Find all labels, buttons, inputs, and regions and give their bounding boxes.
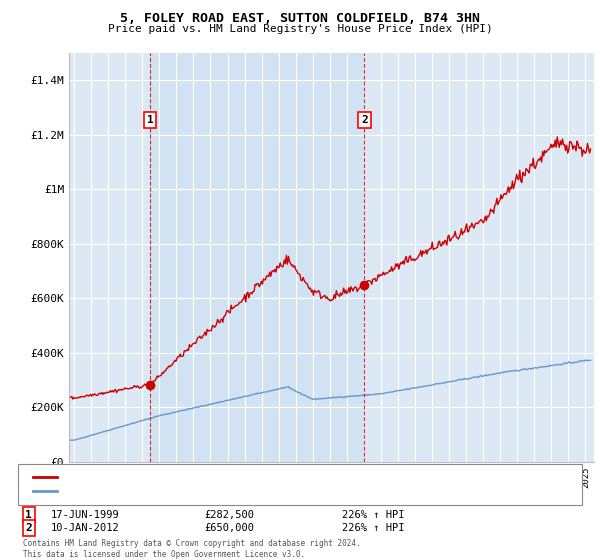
Text: £650,000: £650,000 <box>204 523 254 533</box>
Text: 1: 1 <box>147 115 154 125</box>
Text: 5, FOLEY ROAD EAST, SUTTON COLDFIELD, B74 3HN (detached house): 5, FOLEY ROAD EAST, SUTTON COLDFIELD, B7… <box>60 473 393 482</box>
Text: 2: 2 <box>361 115 368 125</box>
Text: 1: 1 <box>25 510 32 520</box>
Text: 10-JAN-2012: 10-JAN-2012 <box>51 523 120 533</box>
Text: 17-JUN-1999: 17-JUN-1999 <box>51 510 120 520</box>
Text: Contains HM Land Registry data © Crown copyright and database right 2024.
This d: Contains HM Land Registry data © Crown c… <box>23 539 361 559</box>
Text: Price paid vs. HM Land Registry's House Price Index (HPI): Price paid vs. HM Land Registry's House … <box>107 24 493 34</box>
Text: 226% ↑ HPI: 226% ↑ HPI <box>342 523 404 533</box>
Text: HPI: Average price, detached house, Walsall: HPI: Average price, detached house, Wals… <box>60 486 291 495</box>
Text: 226% ↑ HPI: 226% ↑ HPI <box>342 510 404 520</box>
Text: 5, FOLEY ROAD EAST, SUTTON COLDFIELD, B74 3HN: 5, FOLEY ROAD EAST, SUTTON COLDFIELD, B7… <box>120 12 480 25</box>
Bar <box>150 53 364 462</box>
Text: 2: 2 <box>25 523 32 533</box>
Text: £282,500: £282,500 <box>204 510 254 520</box>
